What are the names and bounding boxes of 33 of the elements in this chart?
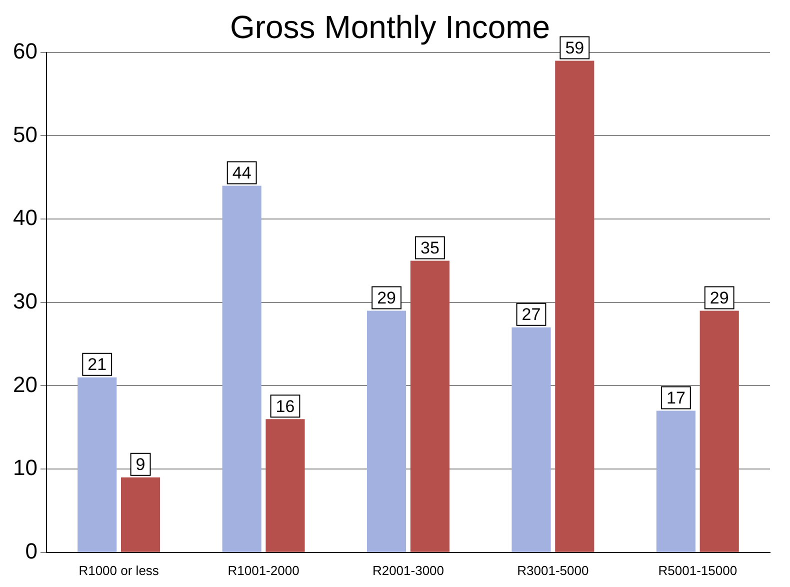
bar	[366, 310, 406, 552]
x-tick-label: R5001-15000	[658, 562, 738, 578]
bar	[410, 260, 450, 552]
data-label: 21	[88, 355, 107, 374]
bar	[555, 60, 594, 552]
x-tick-label: R1000 or less	[78, 562, 160, 578]
data-label: 16	[276, 396, 295, 416]
y-tick-label: 60	[12, 38, 38, 64]
data-label: 59	[565, 38, 584, 58]
bar	[700, 310, 739, 552]
y-tick-label: 20	[12, 372, 38, 397]
y-tick-label: 50	[12, 122, 38, 147]
data-label: 29	[377, 288, 396, 308]
bar	[512, 327, 551, 552]
data-label: 44	[232, 163, 252, 182]
bar	[266, 419, 305, 552]
y-tick-label: 10	[12, 455, 38, 480]
y-tick-label: 40	[12, 205, 38, 230]
chart-title: Gross Monthly Income	[230, 9, 550, 46]
x-tick-label: R3001-5000	[517, 562, 589, 578]
bar	[222, 186, 262, 552]
x-tick-label: R1001-2000	[228, 562, 300, 578]
bar	[656, 410, 696, 552]
data-label: 17	[666, 388, 686, 408]
bar	[78, 377, 117, 552]
data-label: 29	[710, 288, 729, 308]
x-tick-label: R2001-3000	[372, 562, 444, 578]
data-label: 9	[136, 455, 146, 474]
data-label: 35	[420, 238, 440, 258]
data-label: 27	[522, 305, 541, 324]
bar	[120, 477, 160, 552]
y-tick-label: 30	[12, 288, 38, 314]
y-tick-label: 0	[25, 538, 38, 564]
